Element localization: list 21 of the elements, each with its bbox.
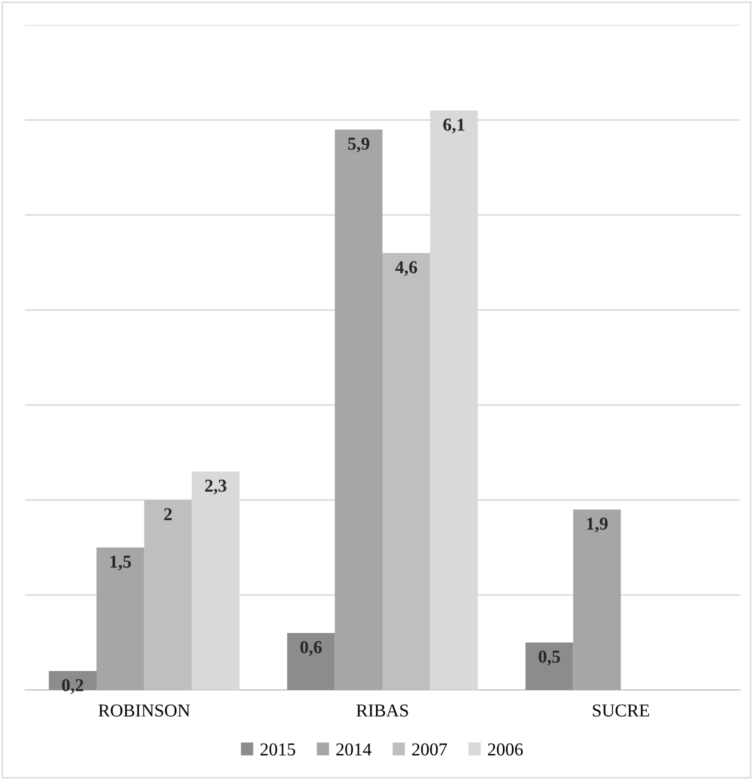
data-label: 6,1 xyxy=(443,118,464,134)
bar xyxy=(287,633,335,690)
data-label: 2,3 xyxy=(205,480,226,494)
data-label: 1,9 xyxy=(587,518,608,532)
data-label: 4,6 xyxy=(395,261,418,276)
data-label: 5,9 xyxy=(348,138,370,152)
x-tick-label: ROBINSON xyxy=(98,704,190,717)
bar xyxy=(526,642,574,690)
x-tick-label: SUCRE xyxy=(592,704,650,717)
data-label: 0,6 xyxy=(300,641,322,656)
legend-label: 2007 xyxy=(412,743,447,756)
x-tick-label: RIBAS xyxy=(356,704,408,717)
data-label: 2 xyxy=(164,508,172,520)
legend-label: 2014 xyxy=(336,743,372,756)
data-label: 0,5 xyxy=(538,650,560,666)
bar xyxy=(334,130,382,690)
data-label: 1,5 xyxy=(110,556,131,570)
legend-label: 2015 xyxy=(260,743,296,756)
bar xyxy=(96,548,144,690)
bar xyxy=(573,510,621,690)
legend-label: 2006 xyxy=(488,743,523,756)
